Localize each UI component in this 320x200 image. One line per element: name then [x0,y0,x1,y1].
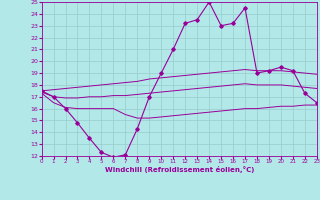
X-axis label: Windchill (Refroidissement éolien,°C): Windchill (Refroidissement éolien,°C) [105,166,254,173]
